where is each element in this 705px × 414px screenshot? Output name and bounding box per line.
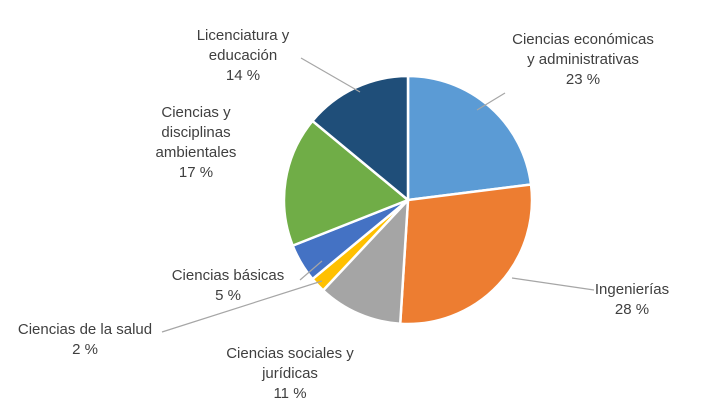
leader-line-ingenierias [511, 277, 595, 291]
pie-slices [282, 74, 534, 326]
slice-label-ingenierias: Ingenierías 28 % [594, 281, 670, 318]
pie-slice [311, 74, 410, 202]
slice-label-ambientales: Ciencias y disciplinas ambientales 17 % [155, 104, 237, 181]
slice-label-salud: Ciencias de la salud 2 % [17, 321, 153, 358]
pie-slice [406, 74, 533, 202]
leader-line-licenciatura [300, 57, 361, 93]
slice-label-basicas: Ciencias básicas 5 % [171, 267, 285, 304]
pie-slice [282, 119, 410, 247]
slice-label-sociales: Ciencias sociales y jurídicas 11 % [226, 345, 354, 402]
leader-line-economicas [476, 92, 506, 111]
pie-slice [321, 198, 410, 326]
slice-label-economicas: Ciencias económicas y administrativas 23… [512, 31, 654, 88]
leader-line-basicas [299, 260, 323, 281]
leader-lines [161, 57, 595, 333]
leader-line-salud [161, 280, 323, 333]
slice-label-licenciatura: Licenciatura y educación 14 % [196, 27, 290, 84]
pie-slice [398, 183, 534, 326]
